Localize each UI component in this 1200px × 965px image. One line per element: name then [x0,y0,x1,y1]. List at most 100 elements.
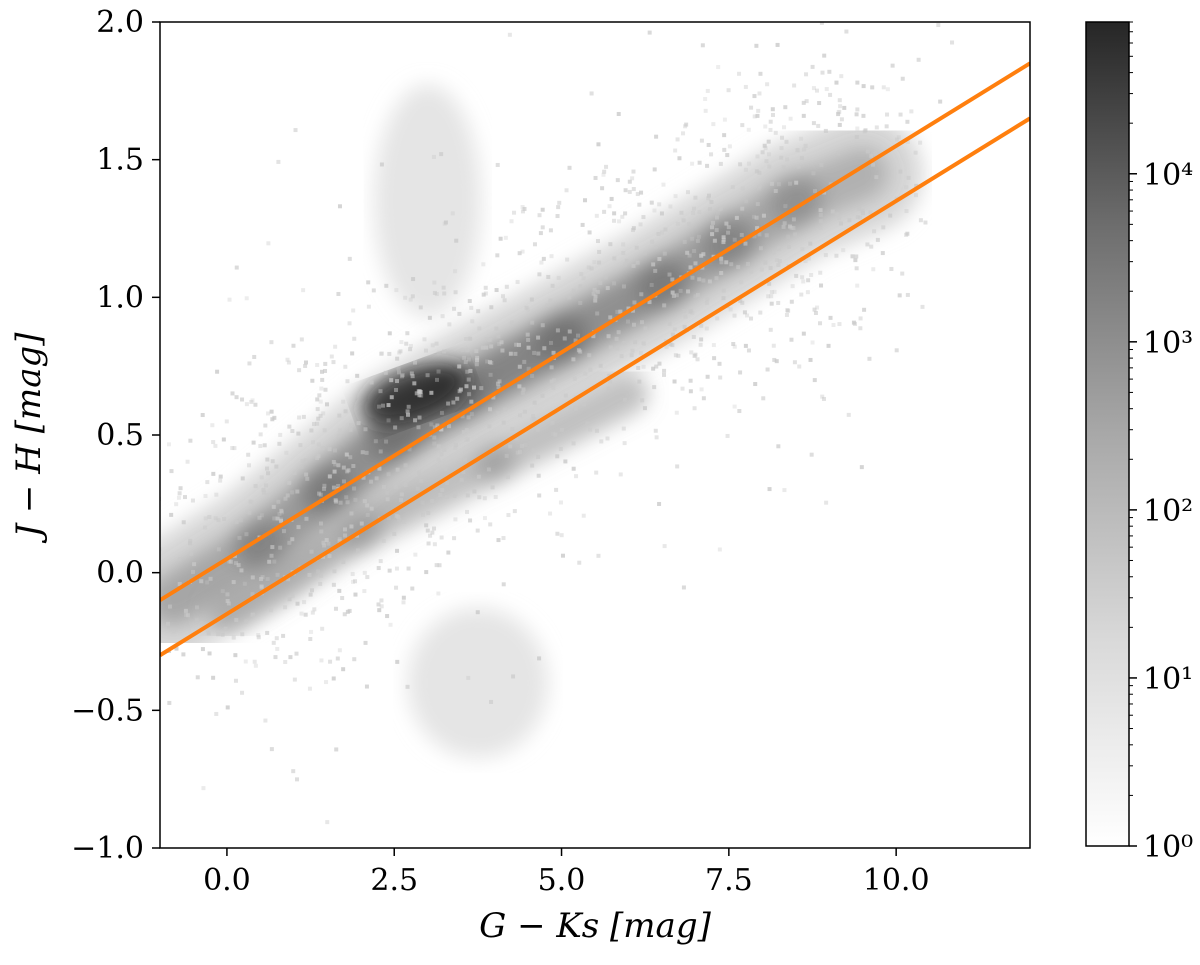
density-speckle [400,374,405,379]
density-speckle [721,296,726,301]
density-speckle [512,210,517,215]
density-speckle [221,437,226,442]
density-speckle [595,289,600,294]
density-speckle [183,495,188,500]
density-speckle [426,541,431,546]
density-speckle [593,175,598,180]
density-speckle [691,334,696,339]
density-speckle [519,443,524,448]
density-speckle [325,820,330,825]
density-speckle [856,206,861,211]
density-speckle [797,364,802,369]
density-speckle [799,136,804,141]
density-speckle [674,293,679,298]
density-speckle [608,379,613,384]
colorbar-tick-label: 10⁰ [1143,830,1193,865]
density-speckle [226,601,231,606]
density-speckle [377,404,382,409]
density-speckle [685,190,690,195]
density-speckle [641,364,646,369]
density-speckle [332,448,337,453]
density-speckle [395,356,400,361]
density-speckle [540,393,545,398]
density-speckle [430,343,435,348]
density-speckle [203,516,208,521]
density-speckle [319,573,324,578]
density-speckle [203,525,208,530]
density-speckle [789,337,794,342]
density-speckle [813,310,818,315]
density-speckle [654,364,659,369]
density-speckle [352,336,357,341]
density-speckle [320,626,325,631]
density-speckle [615,346,620,351]
density-speckle [704,326,709,331]
density-speckle [461,470,466,475]
density-speckle [318,521,323,526]
density-speckle [392,531,397,536]
density-speckle [178,486,183,491]
density-speckle [432,526,437,531]
density-speckle [792,360,797,365]
density-speckle [256,633,261,638]
density-speckle [240,397,245,402]
density-speckle [277,441,282,446]
density-speckle [504,453,509,458]
density-speckle [256,635,261,640]
density-speckle [506,513,511,518]
density-speckle [651,366,656,371]
density-speckle [647,300,652,305]
density-speckle [251,440,256,445]
density-speckle [227,297,232,302]
density-speckle [555,214,560,219]
density-speckle [711,122,716,127]
density-speckle [359,521,364,526]
density-speckle [776,444,781,449]
density-speckle [517,384,522,389]
density-speckle [319,386,324,391]
density-speckle [259,585,264,590]
density-speckle [320,369,325,374]
density-speckle [322,543,327,548]
density-speckle [526,337,531,342]
density-speckle [571,357,576,362]
density-speckle [873,151,878,156]
density-speckle [400,373,405,378]
density-speckle [253,484,258,489]
density-speckle [502,298,507,303]
density-speckle [216,518,221,523]
density-speckle [663,227,668,232]
density-speckle [453,290,458,295]
density-speckle [349,524,354,529]
density-speckle [481,262,486,267]
density-speckle [565,257,570,262]
density-speckle [487,337,492,342]
density-speckle [913,150,918,155]
density-speckle [623,188,628,193]
density-speckle [334,747,339,752]
density-speckle [757,232,762,237]
density-speckle [520,209,525,214]
density-speckle [699,253,704,258]
density-speckle [332,469,337,474]
density-speckle [690,161,695,166]
density-speckle [440,487,445,492]
density-speckle [758,310,763,315]
density-speckle [509,219,514,224]
density-speckle [344,495,349,500]
density-speckle [835,212,840,217]
density-speckle [777,246,782,251]
density-speckle [278,432,283,437]
density-speckle [855,283,860,288]
density-speckle [316,416,321,421]
density-speckle [623,211,628,216]
density-speckle [763,260,768,265]
density-speckle [548,340,553,345]
density-speckle [257,515,262,520]
density-speckle [177,557,182,562]
density-speckle [453,445,458,450]
density-speckle [522,206,527,211]
density-speckle [765,367,770,372]
density-speckle [240,690,245,695]
